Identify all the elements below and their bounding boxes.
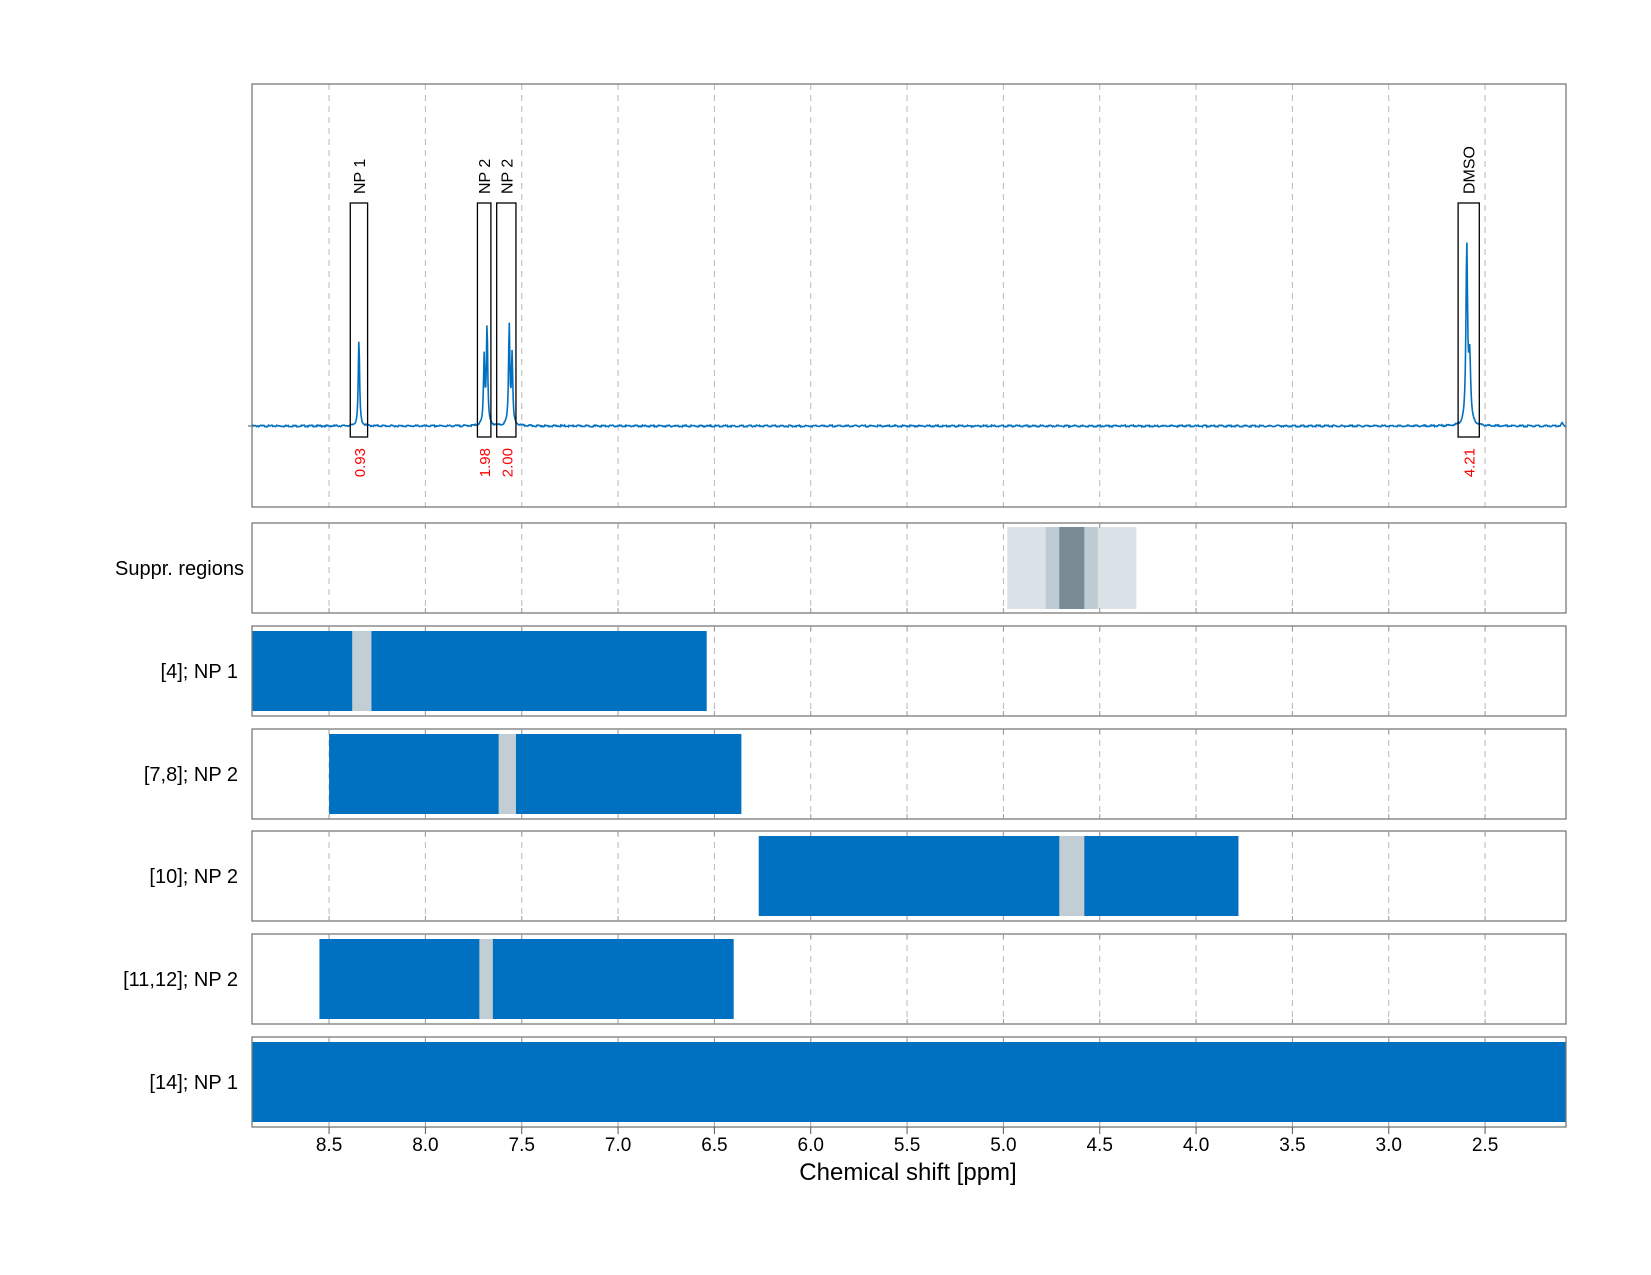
region-row: [11,12]; NP 2	[123, 933, 1567, 1025]
peak-label: NP 2	[499, 159, 516, 194]
region-label: [14]; NP 1	[149, 1072, 238, 1094]
region-frame	[251, 728, 1567, 820]
x-tick-label: 7.0	[605, 1135, 631, 1156]
region-label: [10]; NP 2	[149, 866, 238, 888]
spectrum-line	[251, 242, 1567, 429]
peak-label: NP 1	[352, 159, 369, 194]
x-tick-label: 8.0	[412, 1135, 438, 1156]
x-tick-label: 3.0	[1376, 1135, 1402, 1156]
region-bar	[329, 734, 742, 814]
integral-value: 2.00	[499, 448, 516, 477]
suppression-frame	[251, 522, 1567, 614]
region-row: [7,8]; NP 2	[144, 728, 1567, 820]
x-tick-label: 5.0	[990, 1135, 1016, 1156]
region-frame	[251, 625, 1567, 717]
x-tick-label: 4.0	[1183, 1135, 1209, 1156]
region-label: [7,8]; NP 2	[144, 764, 238, 786]
peak-box	[496, 202, 517, 438]
region-row: [4]; NP 1	[161, 625, 1567, 717]
peak-label: DMSO	[1462, 146, 1479, 194]
x-tick-label: 5.5	[894, 1135, 920, 1156]
peak-box	[349, 202, 369, 438]
region-bar	[319, 939, 734, 1019]
suppression-label: Suppr. regions	[115, 558, 244, 580]
suppression-band	[1059, 527, 1085, 609]
region-bar	[252, 631, 707, 711]
x-tick-label: 7.5	[509, 1135, 535, 1156]
region-bar	[252, 1042, 1566, 1122]
region-label: [11,12]; NP 2	[123, 969, 238, 991]
integral-value: 0.93	[352, 448, 369, 477]
x-tick-label: 3.5	[1279, 1135, 1305, 1156]
region-rows: [4]; NP 1 [7,8]; NP 2 [10]; NP 2 [11,12]; N…	[123, 625, 1567, 1128]
peak-label: NP 2	[477, 159, 494, 194]
x-axis: 8.5 8.0 7.5 7.0 6.5 6.0 5.5 5.0 4.5 4.0 3.5 3.0 2.5	[316, 1127, 1498, 1156]
x-tick-label: 6.5	[701, 1135, 727, 1156]
peak-box	[476, 202, 492, 438]
region-bar	[758, 836, 1239, 916]
peak-box	[1457, 202, 1480, 438]
region-frame	[251, 830, 1567, 922]
region-gap	[352, 631, 372, 711]
x-tick-label: 8.5	[316, 1135, 342, 1156]
integral-value: 1.98	[477, 448, 494, 477]
integral-value: 4.21	[1462, 448, 1479, 477]
spectrum-panel: NP 1 0.93 NP 2 1.98 NP 2 2.00 DMSO 4.21	[248, 83, 1567, 508]
region-row: [10]; NP 2	[149, 830, 1567, 922]
x-tick-label: 2.5	[1472, 1135, 1498, 1156]
region-gap	[479, 939, 493, 1019]
region-gap	[1059, 836, 1085, 916]
region-frame	[251, 933, 1567, 1025]
x-tick-label: 6.0	[798, 1135, 824, 1156]
suppression-regions-panel: Suppr. regions	[115, 522, 1567, 614]
region-gap	[498, 734, 516, 814]
region-label: [4]; NP 1	[161, 661, 238, 683]
spectrum-frame	[251, 83, 1567, 508]
region-frame	[251, 1036, 1567, 1128]
x-tick-label: 4.5	[1087, 1135, 1113, 1156]
region-row: [14]; NP 1	[149, 1036, 1567, 1128]
x-axis-label: Chemical shift [ppm]	[799, 1159, 1016, 1186]
